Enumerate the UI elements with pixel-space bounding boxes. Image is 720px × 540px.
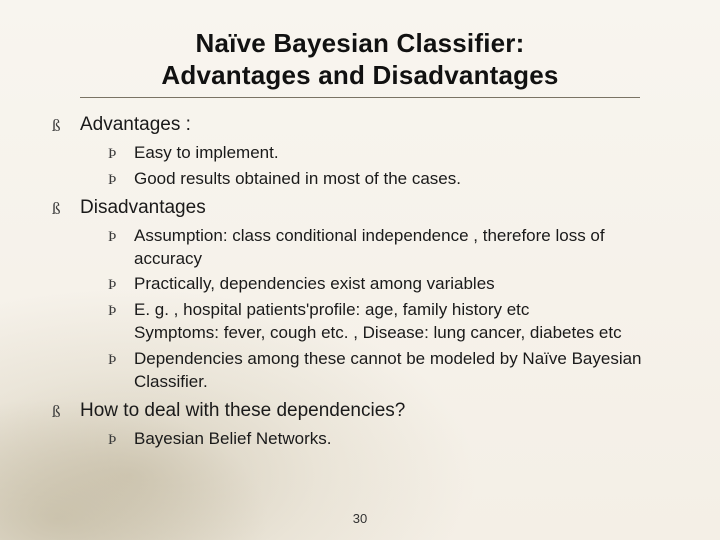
sub-text: Assumption: class conditional independen… [134,226,605,268]
bullet-label: Disadvantages [80,197,206,218]
disadvantages-sublist: Þ Assumption: class conditional independ… [80,225,676,395]
sub-item: Þ Bayesian Belief Networks. [104,428,676,451]
sub-bullet-icon: Þ [108,275,116,295]
sub-bullet-icon: Þ [108,144,116,164]
content-list: ß Advantages : Þ Easy to implement. Þ Go… [44,112,676,450]
sub-text-continue: Symptoms: fever, cough etc. , Disease: l… [134,322,676,345]
title-line-1: Naïve Bayesian Classifier: [80,28,640,60]
page-number: 30 [0,511,720,526]
sub-text: Easy to implement. [134,143,279,162]
sub-item: Þ Easy to implement. [104,142,676,165]
sub-bullet-icon: Þ [108,170,116,190]
title-block: Naïve Bayesian Classifier: Advantages an… [80,22,640,98]
sub-item: Þ Dependencies among these cannot be mod… [104,348,676,394]
sub-text: E. g. , hospital patients'profile: age, … [134,300,529,319]
bullet-icon: ß [52,198,61,221]
sub-text: Practically, dependencies exist among va… [134,274,495,293]
sub-bullet-icon: Þ [108,350,116,370]
sub-text: Bayesian Belief Networks. [134,429,331,448]
sub-item: Þ Assumption: class conditional independ… [104,225,676,271]
bullet-howto: ß How to deal with these dependencies? Þ… [46,398,676,451]
sub-text: Good results obtained in most of the cas… [134,169,461,188]
sub-item: Þ E. g. , hospital patients'profile: age… [104,299,676,345]
sub-bullet-icon: Þ [108,227,116,247]
slide-title: Naïve Bayesian Classifier: Advantages an… [80,28,640,91]
sub-bullet-icon: Þ [108,301,116,321]
sub-item: Þ Good results obtained in most of the c… [104,168,676,191]
bullet-icon: ß [52,401,61,424]
title-line-2: Advantages and Disadvantages [80,60,640,92]
sub-item: Þ Practically, dependencies exist among … [104,273,676,296]
howto-sublist: Þ Bayesian Belief Networks. [80,428,676,451]
bullet-icon: ß [52,115,61,138]
bullet-label: Advantages : [80,114,191,135]
advantages-sublist: Þ Easy to implement. Þ Good results obta… [80,142,676,191]
bullet-disadvantages: ß Disadvantages Þ Assumption: class cond… [46,195,676,394]
sub-text: Dependencies among these cannot be model… [134,349,642,391]
slide: Naïve Bayesian Classifier: Advantages an… [0,0,720,540]
bullet-label: How to deal with these dependencies? [80,400,405,421]
sub-bullet-icon: Þ [108,430,116,450]
bullet-advantages: ß Advantages : Þ Easy to implement. Þ Go… [46,112,676,191]
